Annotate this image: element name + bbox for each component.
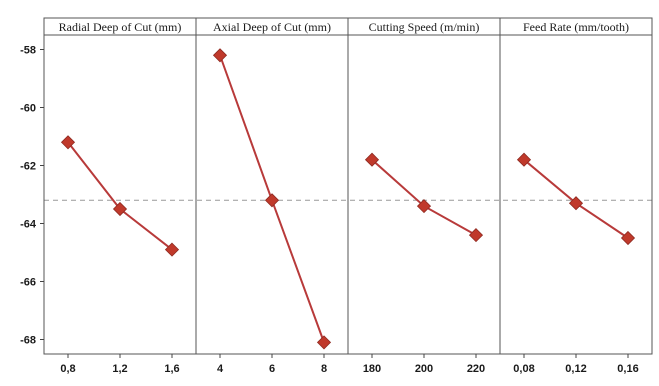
panel-title: Cutting Speed (m/min) xyxy=(369,20,480,34)
data-point xyxy=(516,152,532,167)
data-point xyxy=(112,201,128,217)
data-series xyxy=(60,48,636,350)
panel-title: Radial Deep of Cut (mm) xyxy=(59,20,182,34)
data-point xyxy=(164,242,180,257)
x-tick-label: 4 xyxy=(217,363,224,375)
series-line xyxy=(371,158,477,236)
y-tick-label: -58 xyxy=(20,45,36,57)
axes xyxy=(40,49,629,358)
panel-title: Axial Deep of Cut (mm) xyxy=(213,20,331,34)
x-tick-label: 0,12 xyxy=(565,363,586,375)
y-tick-label: -62 xyxy=(20,161,36,173)
panel-frames xyxy=(43,17,653,355)
data-point xyxy=(60,135,76,150)
y-tick-label: -66 xyxy=(20,277,36,289)
x-tick-label: 8 xyxy=(321,363,327,375)
data-point xyxy=(416,199,432,214)
x-tick-label: 0,16 xyxy=(617,363,638,375)
x-tick-label: 0,08 xyxy=(513,363,534,375)
data-point xyxy=(568,196,584,211)
x-tick-label: 0,8 xyxy=(60,363,75,375)
chart-text: -58 -60 -62 -64 -66 -68 Radial Deep of Cut (mm… xyxy=(20,20,639,375)
panel-title: Feed Rate (mm/tooth) xyxy=(523,20,629,34)
series-line xyxy=(67,141,173,251)
x-tick-label: 220 xyxy=(467,363,485,375)
data-point xyxy=(212,48,228,63)
data-point xyxy=(264,193,280,208)
x-tick-label: 180 xyxy=(363,363,381,375)
y-tick-label: -60 xyxy=(20,103,36,115)
x-tick-label: 200 xyxy=(415,363,433,375)
x-tick-label: 6 xyxy=(269,363,275,375)
x-tick-label: 1,2 xyxy=(112,363,127,375)
data-point xyxy=(316,335,332,350)
data-point xyxy=(468,228,484,243)
y-tick-label: -64 xyxy=(20,219,37,231)
y-tick-label: -68 xyxy=(20,335,36,347)
x-tick-label: 1,6 xyxy=(164,363,179,375)
data-point xyxy=(364,152,380,167)
data-point xyxy=(620,230,636,246)
